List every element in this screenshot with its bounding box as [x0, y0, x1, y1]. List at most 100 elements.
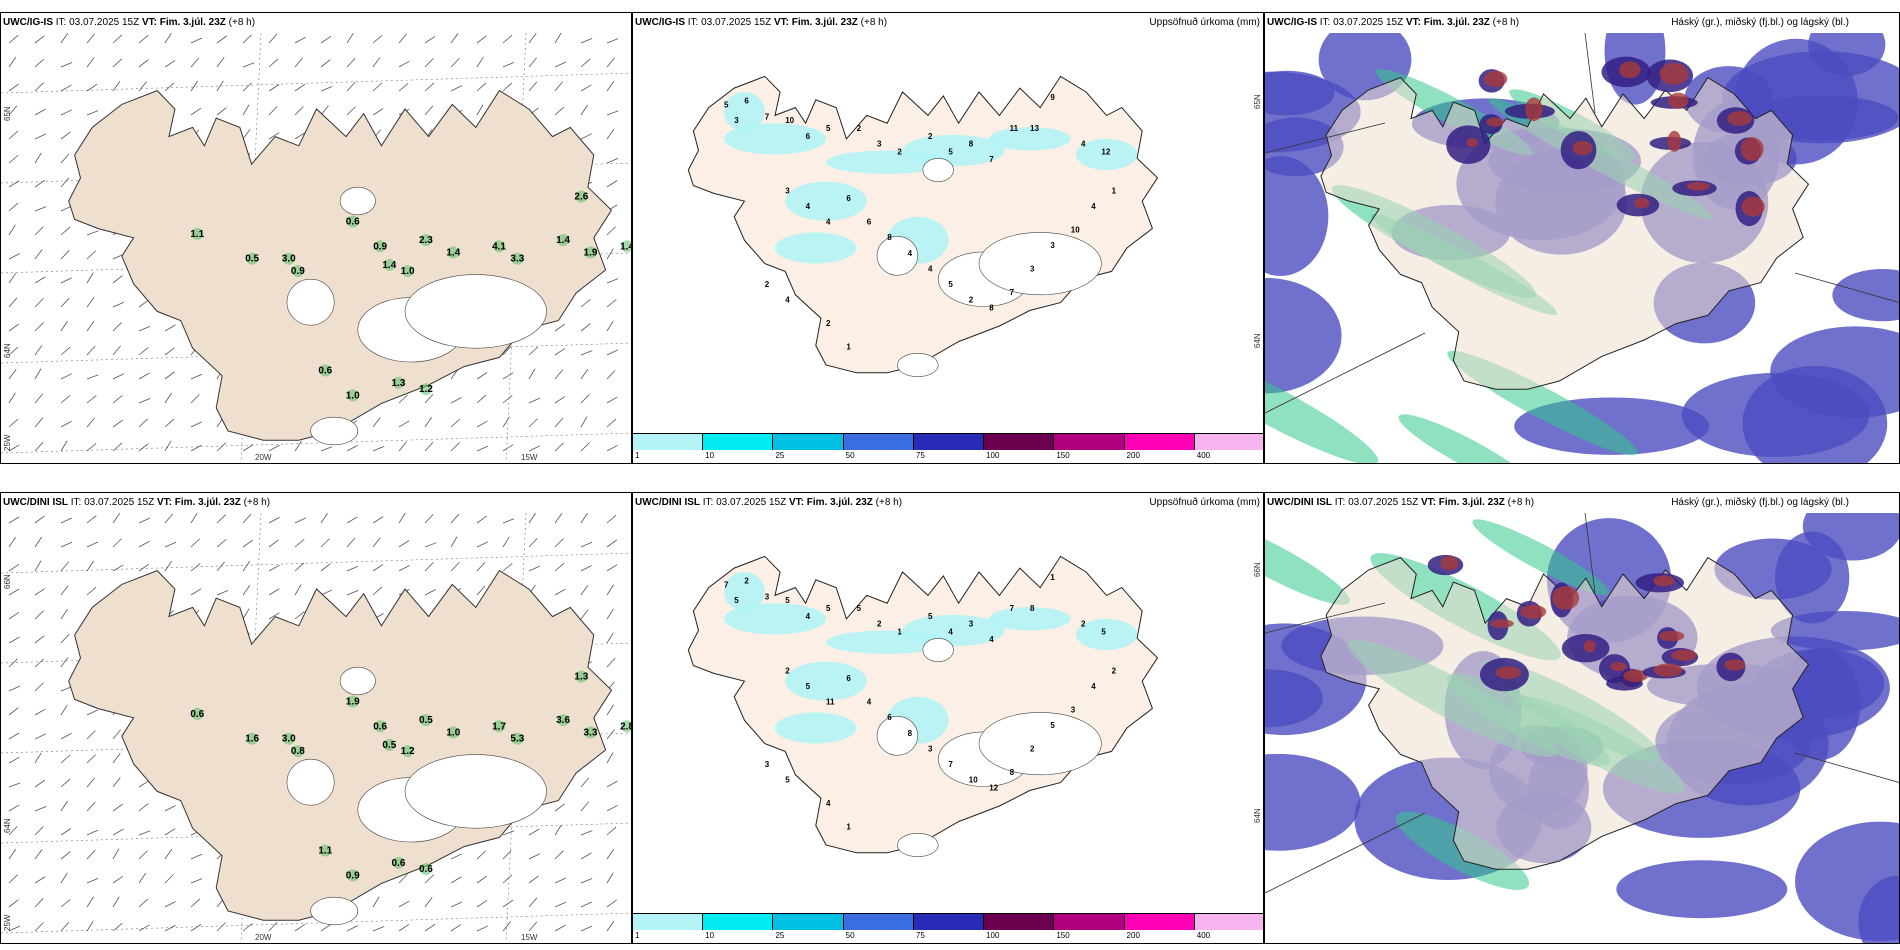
precip-value: 7 — [765, 112, 770, 121]
wind-barb — [139, 851, 148, 859]
precip-value: 4 — [826, 218, 831, 227]
wind-barb — [555, 107, 564, 115]
precip-value: 2 — [928, 132, 933, 141]
convective-value: 1.3 — [392, 378, 406, 389]
wind-barb — [61, 755, 70, 763]
wind-barb — [295, 106, 303, 115]
precip-value: 3 — [765, 760, 770, 769]
wind-barb — [35, 849, 42, 859]
wind-barb — [61, 250, 69, 259]
wind-barb — [451, 902, 462, 907]
wind-barb — [347, 926, 358, 931]
precip-value: 4 — [908, 249, 913, 258]
wind-barb — [113, 539, 122, 547]
high-cloud-area — [1552, 586, 1579, 610]
colorbar-tick-label: 10 — [705, 931, 714, 940]
wind-barb — [243, 129, 250, 139]
precip-value: 3 — [1030, 264, 1035, 273]
wind-barb — [9, 517, 19, 523]
wind-barb — [35, 59, 44, 67]
wind-barb — [503, 519, 514, 523]
convective-value: 0.6 — [419, 864, 433, 875]
wind-barb — [347, 107, 356, 115]
wind-barb — [529, 419, 538, 427]
wind-barb — [9, 35, 18, 43]
glacier-shape — [923, 638, 954, 661]
wind-barb — [113, 59, 122, 67]
wind-barb — [61, 110, 72, 115]
wind-barb — [191, 394, 199, 403]
wind-barb — [529, 566, 540, 571]
precip-value: 8 — [989, 303, 994, 312]
wind-barb — [425, 562, 433, 571]
wind-barb — [269, 85, 279, 91]
precip-value: 6 — [846, 194, 851, 203]
wind-barb — [607, 705, 613, 715]
lon-label-left: 25W — [3, 435, 12, 451]
precip-value: 5 — [806, 682, 811, 691]
wind-barb — [581, 902, 592, 907]
precip-value: 2 — [877, 620, 882, 629]
wind-barb — [191, 879, 202, 883]
high-cloud-area — [1467, 138, 1478, 147]
wind-barb — [529, 33, 536, 43]
wind-barb — [607, 227, 616, 235]
wind-barb — [165, 849, 172, 859]
wind-barb — [165, 805, 176, 811]
wind-barb — [35, 537, 42, 547]
wind-barb — [581, 443, 590, 451]
convective-value: 0.6 — [346, 216, 360, 227]
glacier-shape — [405, 755, 547, 829]
wind-barb — [607, 180, 617, 187]
wind-barb — [529, 898, 537, 907]
wind-barb — [61, 374, 72, 379]
wind-barb — [165, 514, 173, 523]
precip-value: 4 — [867, 698, 872, 707]
wind-barb — [191, 38, 202, 43]
precip-value: 5 — [928, 612, 933, 621]
high-cloud-area — [1610, 662, 1626, 671]
wind-barb — [113, 443, 122, 451]
convective-value: 1.0 — [346, 390, 360, 401]
panel-title: UWC/DINI ISL IT: 03.07.2025 15Z VT: Fim.… — [1267, 497, 1534, 508]
wind-barb — [139, 419, 148, 427]
wind-barb — [607, 805, 618, 811]
convective-value: 1.2 — [401, 746, 415, 757]
wind-barb — [113, 35, 122, 43]
wind-barb — [607, 58, 615, 67]
wind-barb — [113, 565, 123, 571]
high-cloud-area — [1572, 141, 1592, 155]
wind-barb — [35, 734, 46, 739]
wind-barb — [399, 540, 409, 547]
wind-barb — [581, 59, 590, 67]
wind-barb — [269, 59, 278, 67]
wind-barb — [321, 513, 328, 523]
convective-value: 1.1 — [318, 846, 332, 857]
wind-barb — [295, 58, 303, 67]
precip-value: 4 — [989, 635, 994, 644]
wind-barb — [295, 563, 304, 571]
wind-barb — [581, 394, 589, 403]
wind-barb — [113, 302, 124, 307]
wind-barb — [399, 421, 409, 427]
glacier-shape — [405, 275, 547, 349]
lat-label-mid: 64N — [3, 818, 12, 833]
precip-value: 1 — [1050, 573, 1055, 582]
wind-barb — [243, 923, 252, 931]
precip-value: 3 — [877, 140, 882, 149]
precip-value: 6 — [846, 674, 851, 683]
wind-barb — [581, 585, 588, 595]
wind-barb — [61, 609, 68, 619]
wind-barb — [373, 418, 380, 427]
wind-barb — [139, 518, 150, 523]
high-cloud-area — [1668, 131, 1682, 152]
wind-barb — [607, 900, 617, 907]
wind-barb — [35, 277, 45, 283]
wind-barb — [399, 442, 407, 451]
wind-barb — [555, 33, 561, 43]
lat-label-top: 66N — [3, 574, 12, 589]
wind-barb — [139, 541, 150, 547]
wind-barb — [139, 564, 149, 571]
wind-barb — [269, 565, 279, 571]
wind-barb — [347, 82, 355, 91]
